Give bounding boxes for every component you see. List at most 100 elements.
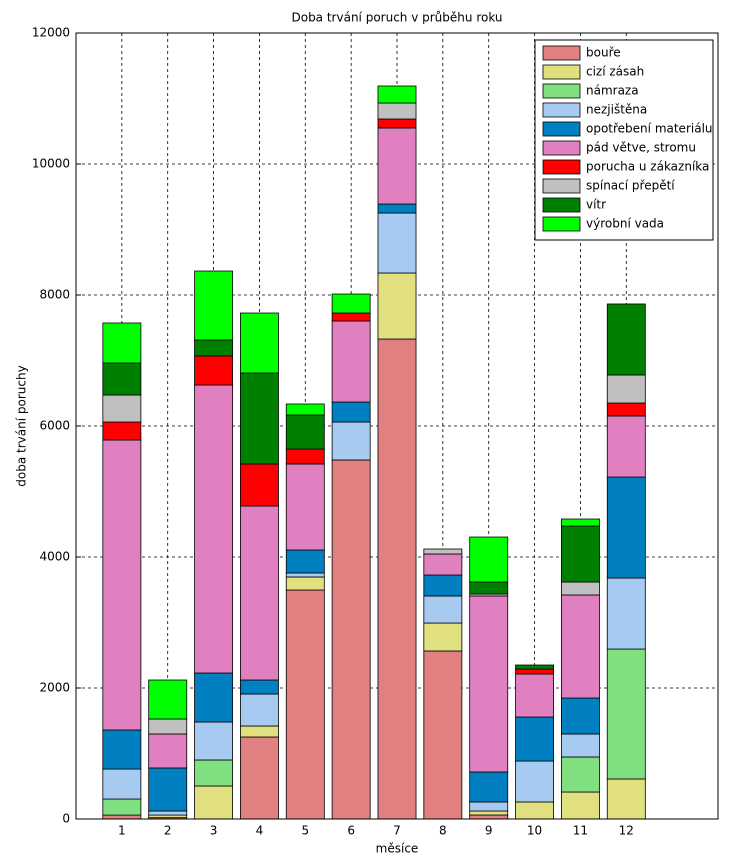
bar-segment xyxy=(423,650,463,820)
x-tick-label: 8 xyxy=(439,824,447,838)
bar-segment xyxy=(239,505,279,681)
bar-segment xyxy=(331,421,371,461)
bar-segment xyxy=(239,312,279,374)
bar-segment xyxy=(560,594,600,699)
bar-segment xyxy=(606,778,646,820)
y-tick-label: 12000 xyxy=(32,26,70,40)
bar-segment xyxy=(102,768,142,800)
bar-segment xyxy=(285,403,325,416)
legend-swatch xyxy=(542,216,581,232)
y-tick-label: 2000 xyxy=(39,681,70,695)
bar-segment xyxy=(515,664,555,670)
bar-segment xyxy=(560,697,600,735)
bar-segment xyxy=(239,679,279,695)
bar-segment xyxy=(148,767,188,812)
y-tick-label: 0 xyxy=(62,812,70,826)
bar-segment xyxy=(239,372,279,465)
bar-segment xyxy=(102,394,142,423)
bar-segment xyxy=(285,572,325,578)
legend-swatch xyxy=(542,64,581,80)
bar-segment xyxy=(377,212,417,274)
bar-segment xyxy=(194,384,234,674)
bar-segment xyxy=(194,759,234,787)
bar-segment xyxy=(194,672,234,723)
bar-segment xyxy=(285,414,325,450)
bar-segment xyxy=(423,595,463,624)
bar-segment xyxy=(239,693,279,727)
x-tick-label: 2 xyxy=(164,824,172,838)
bar-segment xyxy=(239,736,279,820)
bar-segment xyxy=(515,801,555,820)
bar-segment xyxy=(606,402,646,417)
y-tick-label: 4000 xyxy=(39,550,70,564)
bar-segment xyxy=(469,771,509,803)
x-tick-label: 11 xyxy=(573,824,588,838)
bar-segment xyxy=(515,668,555,675)
legend-label: bouře xyxy=(586,46,621,60)
bar-segment xyxy=(560,525,600,583)
bar-segment xyxy=(102,362,142,396)
y-tick-label: 10000 xyxy=(32,157,70,171)
bar-segment xyxy=(331,459,371,820)
legend-label: námraza xyxy=(586,84,639,98)
bar-segment xyxy=(285,448,325,465)
legend-swatch xyxy=(542,83,581,99)
bar-segment xyxy=(377,338,417,820)
bar-segment xyxy=(194,355,234,386)
legend-swatch xyxy=(542,140,581,156)
bar-segment xyxy=(423,574,463,597)
chart-title: Doba trvání poruch v průběhu roku xyxy=(291,11,502,25)
legend-swatch xyxy=(542,121,581,137)
bar-segment xyxy=(194,270,234,341)
x-tick-label: 9 xyxy=(485,824,493,838)
bar-segment xyxy=(377,102,417,120)
bar-segment xyxy=(423,548,463,555)
bar-segment xyxy=(331,293,371,314)
bar-segment xyxy=(515,716,555,762)
bar-segment xyxy=(285,463,325,551)
bar-segment xyxy=(285,549,325,574)
legend-label: cizí zásah xyxy=(586,65,644,79)
legend-swatch xyxy=(542,159,581,175)
y-tick-label: 8000 xyxy=(39,288,70,302)
y-axis-label: doba trvání poruchy xyxy=(15,365,29,486)
bar-segment xyxy=(469,810,509,816)
legend-swatch xyxy=(542,197,581,213)
bar-segment xyxy=(331,312,371,322)
bar-segment xyxy=(102,421,142,441)
bar-segment xyxy=(560,733,600,758)
bar-segment xyxy=(606,415,646,478)
bar-segment xyxy=(194,339,234,357)
legend-label: vítr xyxy=(586,198,606,212)
bar-segment xyxy=(560,756,600,793)
bar-segment xyxy=(377,127,417,205)
bar-segment xyxy=(469,595,509,773)
bar-segment xyxy=(560,581,600,596)
x-tick-label: 12 xyxy=(619,824,634,838)
bar-segment xyxy=(102,798,142,816)
legend-swatch xyxy=(542,178,581,194)
x-tick-label: 7 xyxy=(393,824,401,838)
x-tick-label: 3 xyxy=(210,824,218,838)
bar-segment xyxy=(469,801,509,812)
legend-label: pád větve, stromu xyxy=(586,141,696,155)
bar-segment xyxy=(377,85,417,104)
bar-segment xyxy=(423,553,463,576)
bar-segment xyxy=(469,814,509,820)
bar-segment xyxy=(606,476,646,579)
bar-segment xyxy=(560,518,600,527)
bar-segment xyxy=(239,725,279,738)
legend-swatch xyxy=(542,102,581,118)
bar-segment xyxy=(285,589,325,820)
legend-label: nezjištěna xyxy=(586,103,647,117)
bar-segment xyxy=(102,814,142,820)
x-tick-label: 1 xyxy=(118,824,126,838)
legend-swatch xyxy=(542,45,581,61)
bar-segment xyxy=(377,203,417,214)
legend-label: spínací přepětí xyxy=(586,179,675,193)
legend-label: výrobní vada xyxy=(586,217,664,231)
bar-segment xyxy=(194,785,234,820)
x-axis-label: měsíce xyxy=(376,842,419,856)
plot-frame xyxy=(75,32,719,820)
